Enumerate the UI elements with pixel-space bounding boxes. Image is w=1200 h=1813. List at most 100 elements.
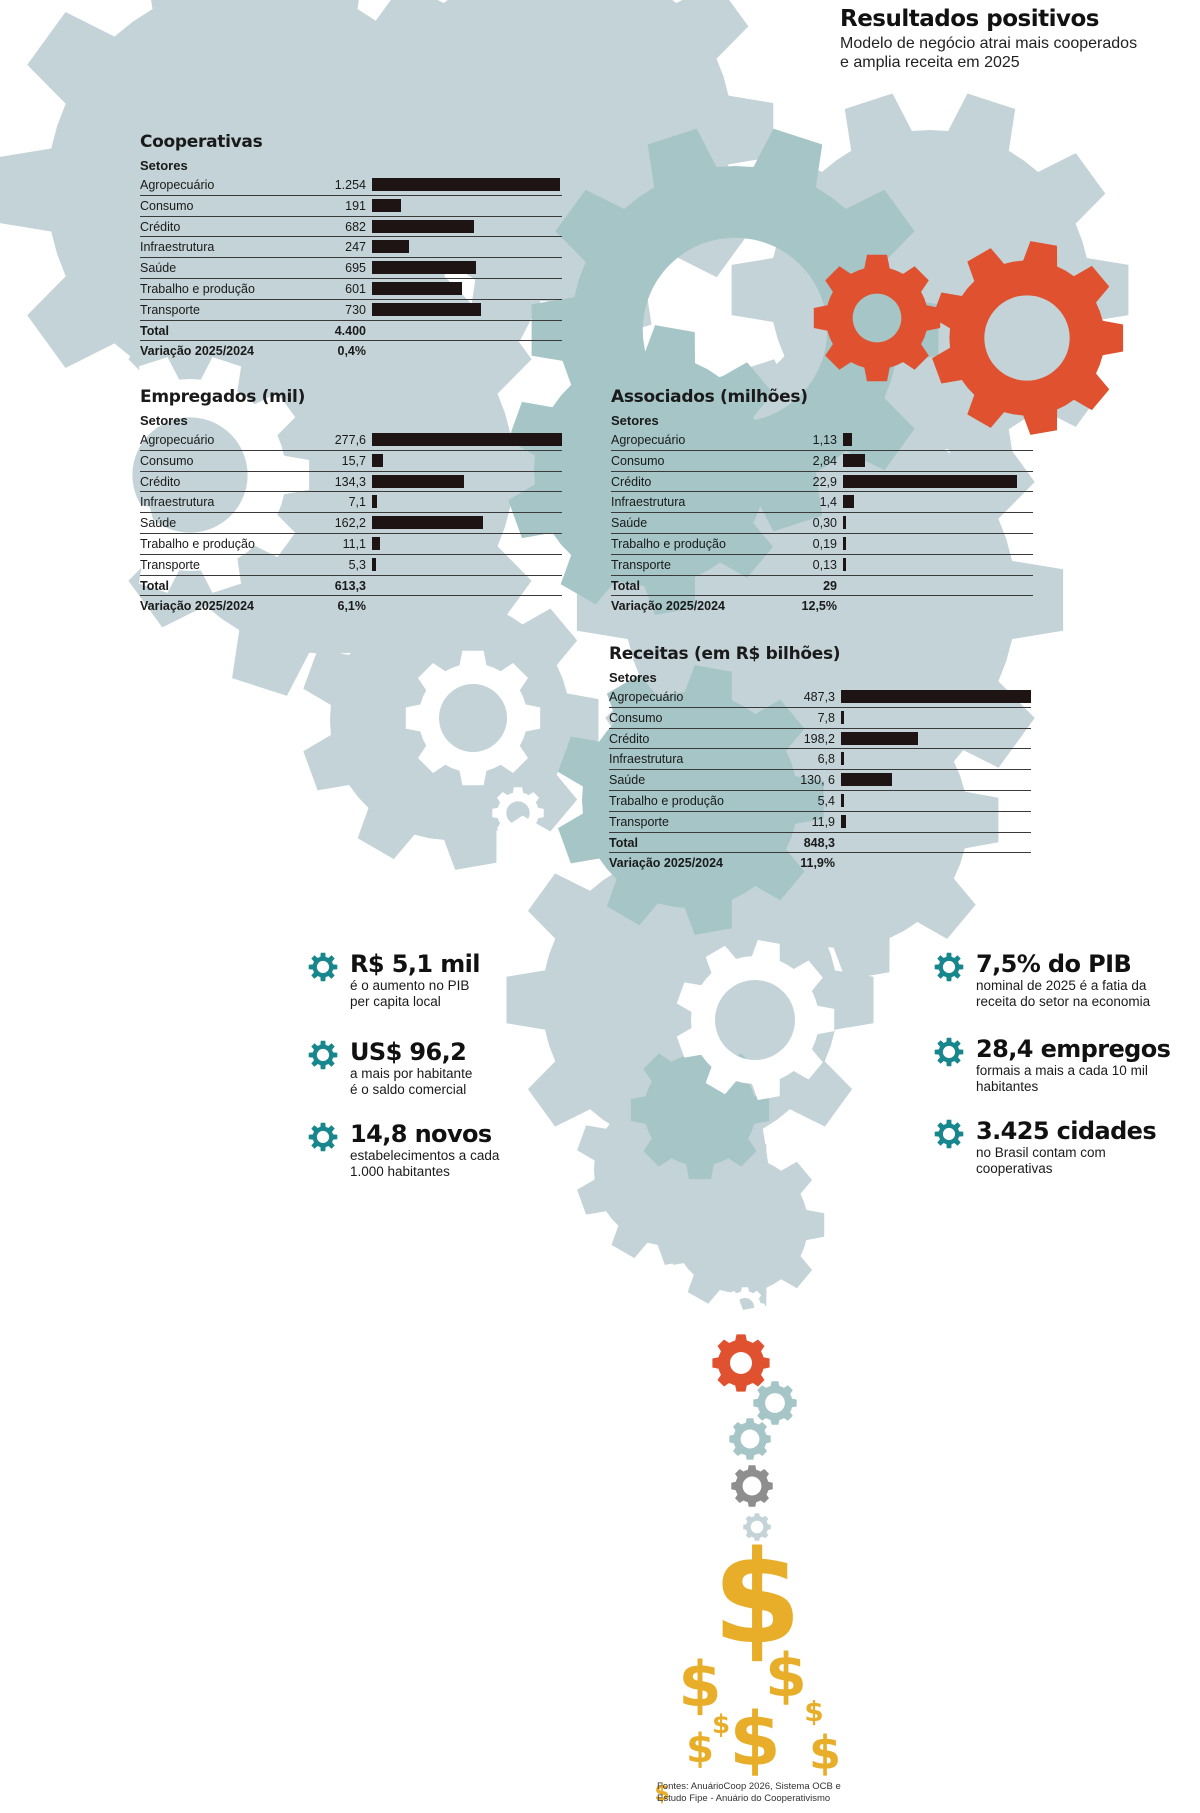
data-label: 198,2 — [803, 731, 835, 746]
row-label: Total — [611, 578, 640, 593]
header: Resultados positivos Modelo de negócio a… — [840, 6, 1180, 72]
table-row: Crédito 198,2 — [609, 729, 1031, 750]
bar-mark — [372, 557, 376, 571]
gear-icon — [934, 1037, 964, 1067]
bar-mark — [372, 198, 401, 212]
table-row: Trabalho e produção 11,1 — [140, 534, 562, 555]
table-row: Transporte 11,9 — [609, 812, 1031, 833]
data-label: 130, 6 — [800, 773, 835, 788]
category-label: Crédito — [140, 219, 181, 234]
bar-mark — [372, 240, 409, 254]
bar-mark — [372, 536, 380, 550]
table-associados: Associados (milhões) Setores Agropecuário 1… — [611, 387, 1033, 616]
stat-description: no Brasil contam com cooperativas — [976, 1145, 1156, 1177]
bar-mark — [372, 302, 482, 316]
data-label: 191 — [345, 198, 366, 213]
data-label: 7,1 — [348, 495, 366, 510]
category-label: Crédito — [609, 731, 650, 746]
row-value: 848,3 — [803, 835, 835, 850]
bar-mark — [841, 752, 844, 766]
dollar-sign-icon: $ — [712, 1710, 730, 1740]
data-label: 1,13 — [812, 433, 837, 447]
bar-mark — [841, 731, 919, 745]
stat-pib-per-capita: R$ 5,1 mil é o aumento no PIB per capita… — [308, 950, 480, 1010]
category-label: Transporte — [140, 557, 200, 572]
dollar-sign-icon: $ — [654, 1781, 669, 1806]
page-title: Resultados positivos — [840, 6, 1099, 32]
stat-estabelecimentos: 14,8 novos estabelecimentos a cada 1.000… — [308, 1120, 499, 1180]
category-label: Consumo — [140, 453, 194, 468]
bar-mark — [843, 516, 846, 530]
data-label: 6,8 — [817, 752, 835, 767]
table-row: Agropecuário 487,3 — [609, 687, 1031, 708]
data-label: 7,8 — [817, 710, 835, 725]
row-label: Variação 2025/2024 — [611, 599, 725, 614]
table-row: Consumo 191 — [140, 196, 562, 217]
table-row: Trabalho e produção 0,19 — [611, 534, 1033, 555]
dollar-sign-icon: $ — [765, 1641, 807, 1711]
bar-mark — [843, 433, 852, 446]
stat-description: formais a mais a cada 10 mil habitantes — [976, 1063, 1170, 1095]
stat-value: US$ 96,2 — [350, 1038, 467, 1066]
data-label: 682 — [345, 219, 366, 234]
gear-icon — [932, 241, 1124, 435]
dollar-sign-icon: $ — [686, 1726, 714, 1772]
stat-line: no Brasil contam com — [976, 1145, 1106, 1160]
category-label: Crédito — [611, 474, 652, 489]
row-label: Total — [140, 323, 169, 338]
data-label: 1.254 — [334, 178, 366, 192]
table-row: Agropecuário 1.254 — [140, 175, 562, 196]
bar-mark — [841, 710, 844, 724]
table-row: Saúde 130, 6 — [609, 770, 1031, 791]
category-label: Infraestrutura — [140, 495, 215, 510]
stat-value: 14,8 novos — [350, 1120, 492, 1148]
gear-icon — [729, 1418, 771, 1460]
table-row: Transporte 5,3 — [140, 555, 562, 576]
category-label: Crédito — [140, 474, 181, 489]
subtitle-line-2: e amplia receita em 2025 — [840, 54, 1020, 71]
gear-icon — [508, 325, 794, 615]
gear-icon — [753, 1381, 797, 1425]
bar-mark — [372, 433, 562, 446]
table-row: Crédito 22,9 — [611, 472, 1033, 493]
category-label: Saúde — [611, 516, 648, 531]
variation-row: Variação 2025/2024 0,4% — [140, 341, 562, 361]
table-row: Infraestrutura 6,8 — [609, 749, 1031, 771]
column-header: Setores — [611, 413, 659, 428]
total-row: Total 29 — [611, 576, 1033, 597]
page-subtitle: Modelo de negócio atrai mais cooperados … — [840, 34, 1180, 72]
dollar-sign-icon: $ — [678, 1648, 721, 1721]
data-label: 0,30 — [812, 516, 837, 531]
stat-description: estabelecimentos a cada 1.000 habitantes — [350, 1148, 499, 1180]
stat-empregos: 28,4 empregos formais a mais a cada 10 m… — [934, 1035, 1171, 1095]
gear-icon — [676, 940, 835, 1100]
data-label: 247 — [345, 240, 366, 255]
category-label: Saúde — [609, 773, 646, 788]
stat-line: receita do setor na economia — [976, 994, 1151, 1009]
stat-description: nominal de 2025 é a fatia da receita do … — [976, 978, 1150, 1010]
chart-title: Cooperativas — [140, 132, 263, 152]
category-label: Infraestrutura — [609, 752, 684, 767]
category-label: Transporte — [140, 302, 200, 317]
bar-mark — [843, 453, 865, 467]
bar-mark — [843, 557, 846, 571]
column-header: Setores — [140, 158, 188, 173]
bar-mark — [372, 281, 463, 295]
row-label: Variação 2025/2024 — [140, 344, 254, 359]
category-label: Transporte — [609, 814, 669, 829]
data-label: 5,3 — [348, 557, 366, 572]
category-label: Consumo — [609, 710, 663, 725]
data-label: 0,13 — [812, 557, 837, 572]
row-label: Total — [140, 578, 169, 593]
table-row: Transporte 0,13 — [611, 555, 1033, 576]
table-receitas: Receitas (em R$ bilhões) Setores Agropecuá… — [609, 644, 1031, 873]
stat-value: 7,5% do PIB — [976, 950, 1132, 978]
table-row: Infraestrutura 247 — [140, 237, 562, 259]
row-label: Total — [609, 835, 638, 850]
category-label: Agropecuário — [140, 178, 215, 192]
table-row: Saúde 162,2 — [140, 513, 562, 534]
row-label: Variação 2025/2024 — [609, 856, 723, 871]
gear-icon — [813, 254, 941, 382]
category-label: Trabalho e produção — [140, 536, 255, 551]
gear-icon — [558, 665, 824, 935]
